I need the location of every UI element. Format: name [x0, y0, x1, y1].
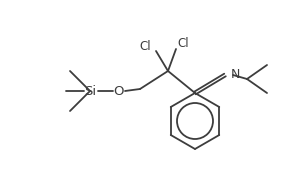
- Text: N: N: [231, 68, 240, 81]
- Text: Cl: Cl: [177, 36, 188, 49]
- Text: O: O: [114, 84, 124, 97]
- Text: Cl: Cl: [139, 39, 151, 52]
- Text: Si: Si: [84, 84, 96, 97]
